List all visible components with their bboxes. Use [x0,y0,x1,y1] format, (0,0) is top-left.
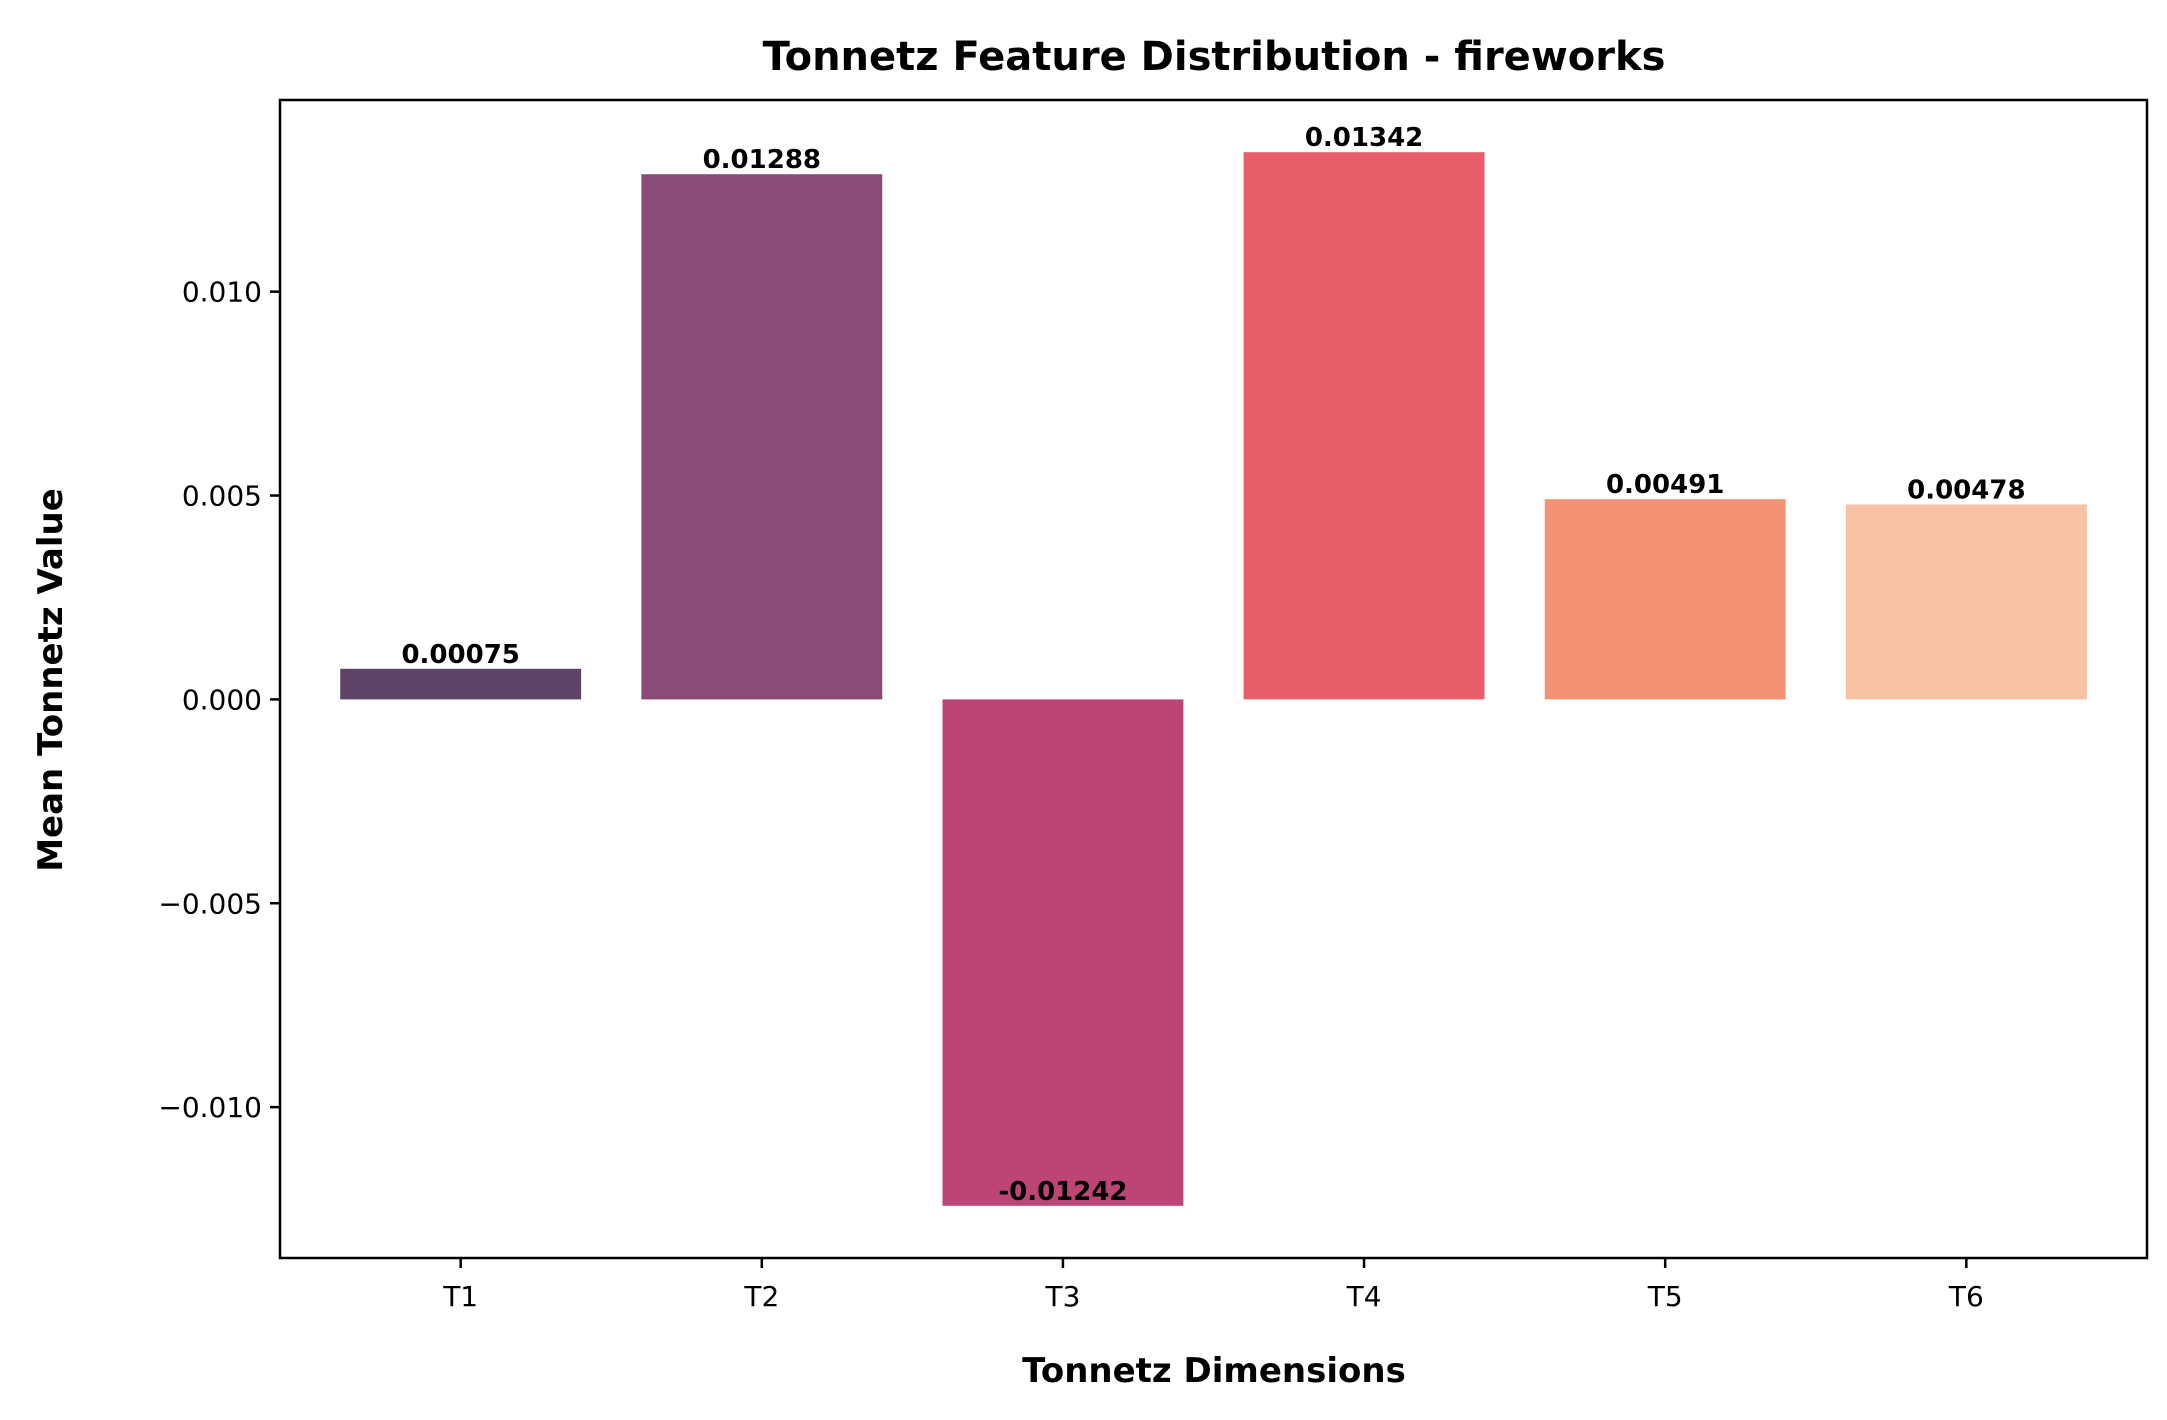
y-tick-label: 0.000 [182,683,262,716]
bar-value-label-t4: 0.01342 [1305,123,1423,153]
plot-frame [278,98,2149,1260]
bar-value-label-t2: 0.01288 [703,145,821,175]
bar-value-label-t6: 0.00478 [1907,475,2025,505]
bar-t2 [641,174,883,700]
x-tick-label-t1: T1 [442,1280,478,1313]
y-axis-label: Mean Tonnetz Value [31,488,71,872]
bar-t4 [1243,152,1485,700]
bar-t1 [340,668,582,700]
y-tick-label: 0.005 [182,480,262,513]
bar-t3 [942,699,1184,1206]
bar-value-label-t1: 0.00075 [401,640,519,670]
y-tick-label: −0.005 [158,887,262,920]
y-tick-label: −0.010 [158,1091,262,1124]
x-axis-label: Tonnetz Dimensions [1022,1351,1406,1391]
plot-area: 0.00075 0.01288 -0.01242 0.01342 0.00491 0.00… [158,98,2149,1313]
y-tick-label: 0.010 [182,276,262,309]
chart-title: Tonnetz Feature Distribution - fireworks [763,34,1666,80]
bar-value-label-t3: -0.01242 [998,1177,1127,1207]
x-tick-label-t5: T5 [1647,1280,1683,1313]
x-tick-label-t4: T4 [1346,1280,1382,1313]
bar-value-label-t5: 0.00491 [1606,470,1724,500]
x-tick-label-t2: T2 [743,1280,779,1313]
x-tick-label-t3: T3 [1044,1280,1080,1313]
bar-t5 [1544,499,1786,700]
bar-t6 [1845,504,2087,700]
x-tick-label-t6: T6 [1948,1280,1984,1313]
